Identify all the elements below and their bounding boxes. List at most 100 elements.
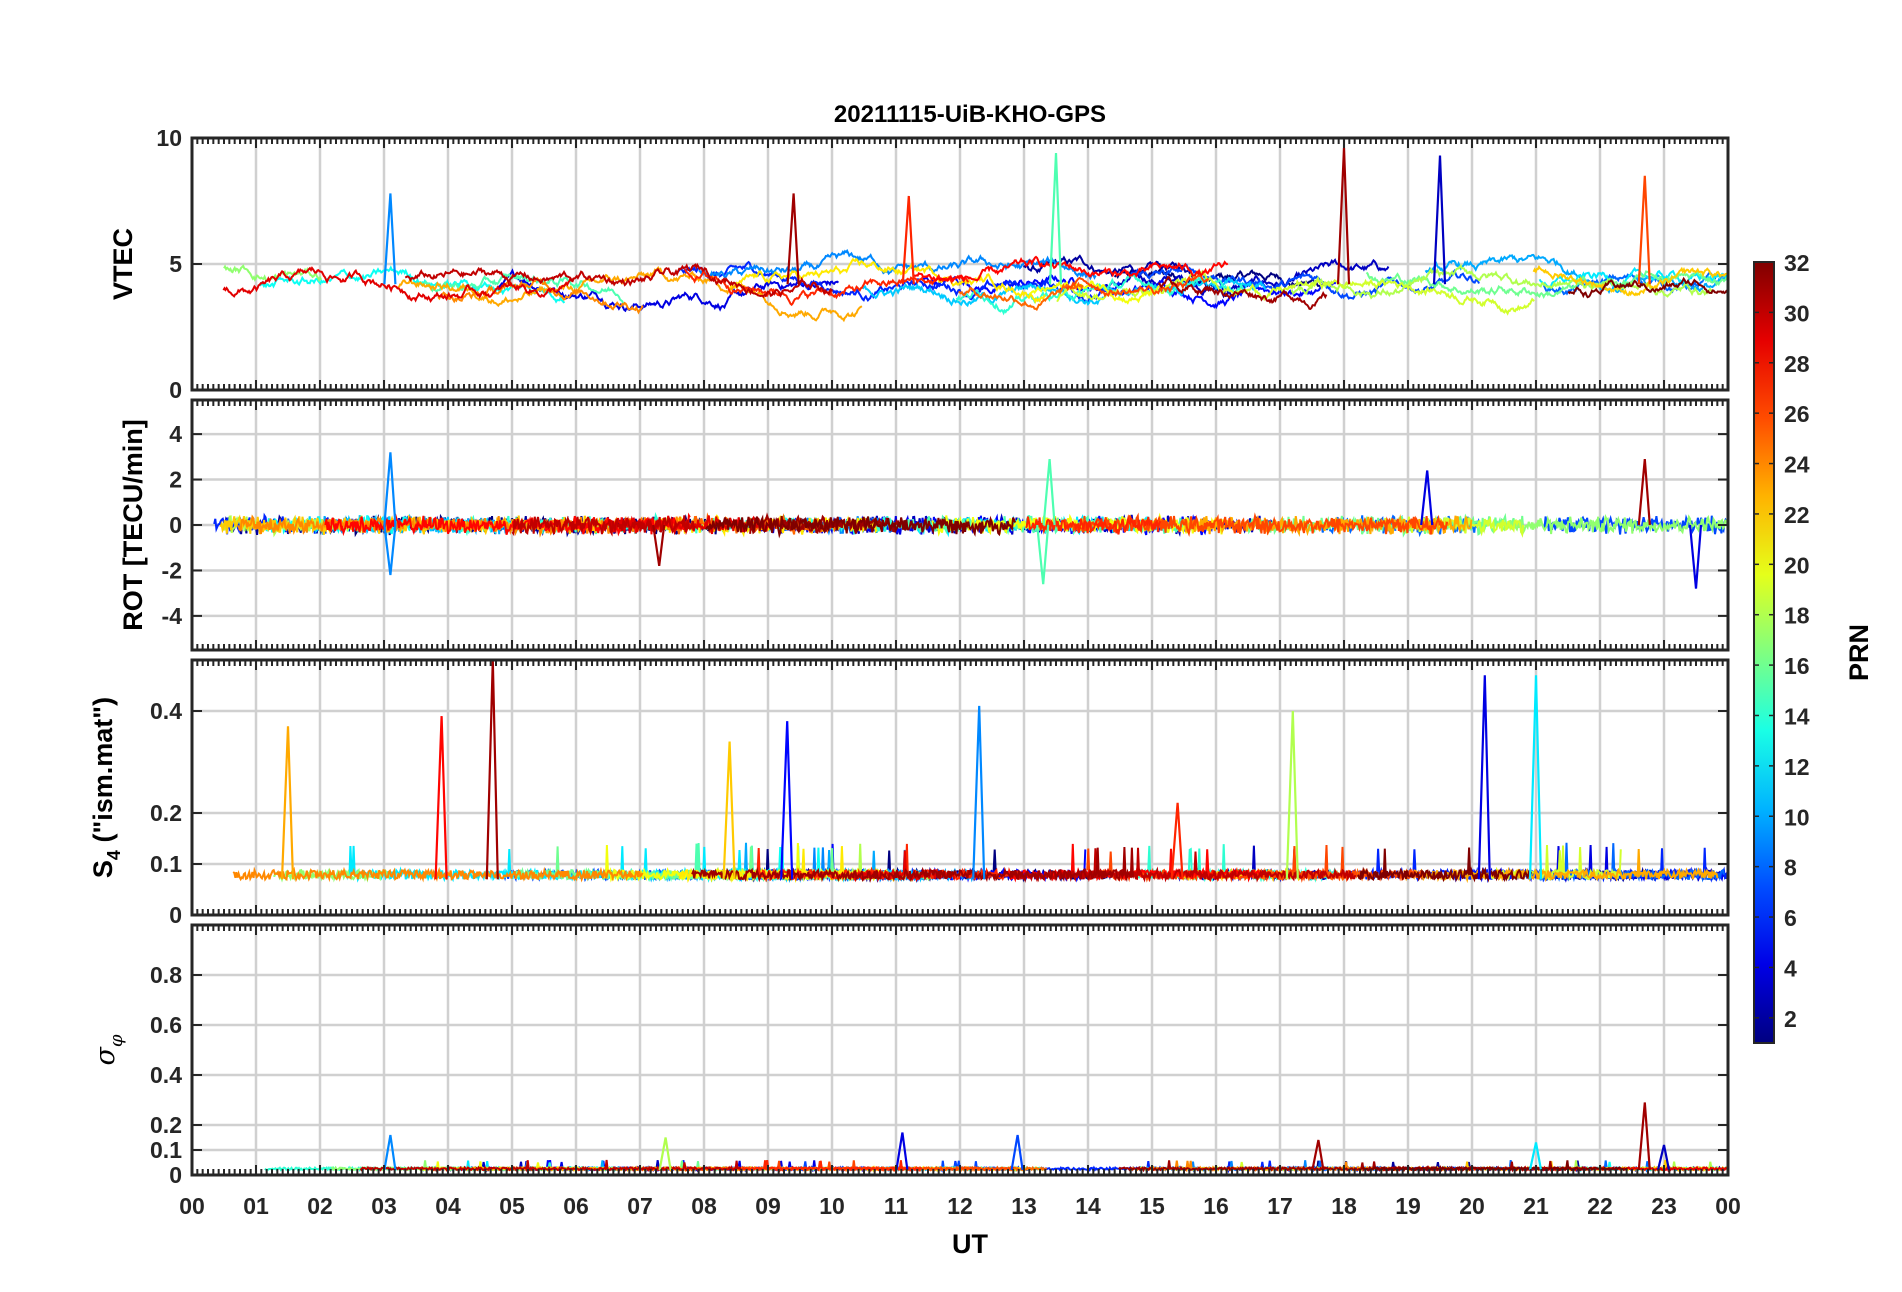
prn-trace-31	[1158, 276, 1328, 310]
x-tick-label: 10	[819, 1193, 845, 1219]
prn-trace-32	[704, 514, 1017, 539]
panel-vtec: 0 5 10 VTEC	[108, 125, 1730, 403]
spike-5	[1688, 524, 1703, 589]
y-tick-label: 0	[169, 512, 182, 538]
y-tick-label: 0.4	[150, 1062, 182, 1088]
x-tick-label: 13	[1011, 1193, 1037, 1219]
y-tick-label: 0.1	[150, 851, 182, 877]
spike-1	[383, 524, 397, 576]
colorbar-label: PRN	[1844, 624, 1874, 681]
spike-8	[722, 741, 736, 880]
prn-trace-28	[912, 255, 1229, 283]
spike-0	[383, 452, 397, 526]
x-tick-label: 06	[563, 1193, 589, 1219]
spike-2	[1042, 459, 1056, 526]
x-tick-label: 20	[1459, 1193, 1485, 1219]
prn-trace-30	[359, 1159, 742, 1173]
prn-trace-20	[1028, 280, 1160, 305]
spike-9	[1170, 802, 1184, 880]
colorbar-tick-label: 26	[1784, 401, 1810, 427]
prn-trace-22	[1532, 264, 1728, 297]
y-tick-label: 0.8	[150, 962, 182, 988]
x-tick-label: 14	[1075, 1193, 1101, 1219]
spike-7	[652, 524, 666, 567]
x-tick-label: 03	[371, 1193, 397, 1219]
colorbar-tick-label: 2	[1784, 1006, 1797, 1032]
y-tick-label: 0.2	[150, 1112, 182, 1138]
x-tick-label: 07	[627, 1193, 653, 1219]
panel-s4: 0 0.1 0.2 0.4 S4 ("ism.mat")	[88, 658, 1730, 928]
x-tick-label: 19	[1395, 1193, 1421, 1219]
x-tick-label: 05	[499, 1193, 525, 1219]
spike-1	[1477, 675, 1491, 880]
colorbar-tick-label: 10	[1784, 804, 1810, 830]
prn-trace-24	[437, 276, 644, 315]
prn-trace-23	[397, 265, 863, 323]
colorbar-tick-label: 24	[1784, 452, 1810, 478]
spike-1	[1048, 153, 1063, 285]
prn-trace-1	[1113, 267, 1328, 289]
colorbar-tick-label: 18	[1784, 603, 1810, 629]
prn-trace-27	[1025, 515, 1162, 535]
panel-frame	[190, 658, 1730, 917]
x-tick-label: 22	[1587, 1193, 1613, 1219]
colorbar-tick-label: 14	[1784, 703, 1810, 729]
y-tick-label: 0.2	[150, 800, 182, 826]
y-tick-label: 0.6	[150, 1012, 182, 1038]
colorbar-gradient	[1753, 261, 1775, 1044]
x-tick-labels: 00 01 02 03 04 05 06 07 08 09 10 11 12 13 14 15 16 17 18 19…	[179, 1193, 1741, 1219]
prn-trace-29	[222, 266, 574, 303]
spike-0	[383, 193, 397, 285]
prn-trace-25	[958, 281, 1084, 312]
x-tick-label: 01	[243, 1193, 269, 1219]
prn-trace-17	[1501, 514, 1728, 536]
spike-3	[1010, 1134, 1024, 1171]
panel-rot: -4 -2 0 2 4 ROT [TECU/min]	[118, 398, 1730, 652]
y-tick-label: -2	[162, 557, 182, 583]
prn-trace-32	[1357, 847, 1533, 883]
spike-4	[1311, 1139, 1325, 1171]
traces	[232, 660, 1728, 884]
spike-4	[786, 193, 800, 285]
colorbar-tick-label: 20	[1784, 552, 1810, 578]
spike-6	[780, 721, 794, 880]
x-axis-label: UT	[952, 1229, 988, 1259]
spike-5	[901, 195, 915, 285]
spike-3	[972, 705, 986, 880]
x-tick-label: 18	[1331, 1193, 1357, 1219]
prn-trace-30	[404, 262, 833, 299]
colorbar-tick-label: 8	[1784, 855, 1797, 881]
prn-trace-30	[511, 515, 696, 537]
spike-4	[434, 716, 448, 880]
spike-0	[383, 1134, 397, 1171]
prn-trace-25	[672, 512, 839, 535]
prn-trace-15	[417, 272, 625, 305]
spike-2	[895, 1132, 909, 1171]
x-tick-label: 02	[307, 1193, 333, 1219]
prn-trace-31	[691, 846, 1134, 884]
traces	[222, 148, 1728, 323]
x-tick-label: 00	[1715, 1193, 1741, 1219]
y-tick-label: 0	[169, 1162, 182, 1188]
spike-5	[1285, 710, 1299, 880]
spike-6	[1656, 1144, 1671, 1171]
y-tick-label: 4	[169, 421, 182, 447]
x-tick-label: 04	[435, 1193, 461, 1219]
panel-frame	[190, 136, 1730, 392]
prn-trace-24	[232, 866, 644, 883]
y-axis-label-s4: S4 ("ism.mat")	[88, 697, 124, 878]
y-tick-label: 0	[169, 902, 182, 928]
colorbar-tick-label: 6	[1784, 905, 1797, 931]
y-tick-label: 10	[156, 125, 182, 151]
spike-1	[658, 1137, 672, 1171]
spike-7	[1528, 1142, 1543, 1171]
y-tick-label: 0.1	[150, 1137, 182, 1163]
prn-trace-19	[1056, 269, 1535, 316]
spike-2	[1336, 148, 1351, 285]
traces	[213, 452, 1728, 589]
prn-trace-23	[1403, 849, 1719, 884]
x-tick-label: 00	[179, 1193, 205, 1219]
spike-2	[1528, 675, 1543, 880]
